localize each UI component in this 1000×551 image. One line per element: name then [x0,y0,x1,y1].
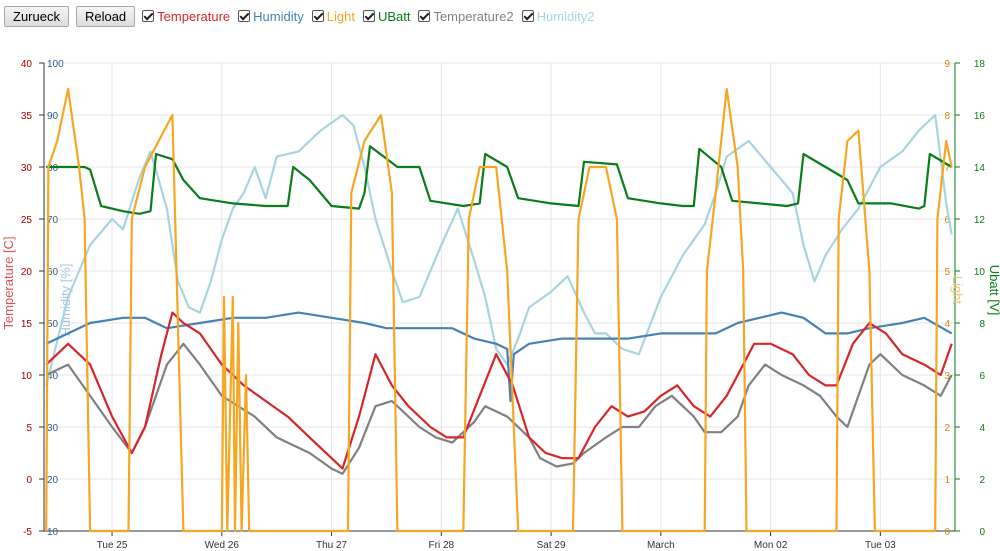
tick-label-ubatt: 18 [974,59,986,70]
tick-label-temperature: -5 [23,527,32,538]
back-button[interactable]: Zurueck [4,5,69,27]
tick-label-ubatt: 6 [979,371,985,382]
toggle-temperature2[interactable]: Temperature2 [418,8,514,24]
tick-label-temperature: 10 [21,371,33,382]
tick-label-ubatt: 12 [974,215,986,226]
tick-label-x: Mon 02 [754,540,788,551]
series-line-light [45,87,953,533]
tick-label-light: 5 [944,267,950,278]
toggle-label: UBatt [377,8,411,24]
tick-label-light: 1 [944,475,950,486]
tick-label-light: 0 [944,527,950,538]
series-line-temperature2 [45,342,953,475]
tick-label-temperature: 0 [26,475,32,486]
tick-label-x: Wed 26 [205,540,240,551]
tick-label-x: Sat 29 [537,540,566,551]
checkbox-icon[interactable] [311,10,324,22]
tick-label-x: March [647,540,675,551]
series-toggles: Temperature Humidity Light UBatt Temperature… [142,9,602,24]
tick-label-light: 2 [944,423,950,434]
toggle-temperature[interactable]: Temperature [142,9,230,24]
tick-label-light: 9 [944,59,950,70]
toggle-light[interactable]: Light [311,8,355,24]
series-line-humidity [45,311,953,403]
tick-label-ubatt: 4 [979,423,985,434]
toggle-humidity2[interactable]: Humidity2 [521,8,595,24]
toggle-label: Light [326,8,355,24]
tick-label-temperature: 30 [21,163,33,174]
tick-label-light: 3 [944,371,950,382]
toolbar: Zurueck Reload Temperature Humidity Light U… [4,5,602,27]
reload-button[interactable]: Reload [75,5,136,27]
tick-label-humidity: 100 [47,59,64,70]
tick-label-light: 6 [944,215,950,226]
tick-label-ubatt: 10 [974,267,986,278]
tick-label-temperature: 35 [21,111,33,122]
checkbox-icon[interactable] [362,10,375,22]
toggle-label: Humidity2 [536,8,595,24]
tick-label-humidity: 30 [47,423,59,434]
checkbox-icon[interactable] [521,10,534,22]
toggle-humidity[interactable]: Humidity [238,9,304,24]
tick-label-temperature: 5 [26,423,32,434]
tick-label-humidity: 20 [47,475,59,486]
tick-label-humidity: 60 [47,267,59,278]
tick-label-x: Tue 03 [865,540,896,551]
tick-label-x: Tue 25 [97,540,128,551]
axis-label-temperature: Temperature [C] [1,236,16,329]
tick-label-light: 8 [944,111,950,122]
tick-label-x: Fri 28 [429,540,455,551]
axis-label-light: Light [950,276,965,305]
checkbox-icon[interactable] [238,10,251,22]
tick-label-humidity: 80 [47,163,59,174]
checkbox-icon[interactable] [142,10,155,22]
tick-label-humidity: 90 [47,111,59,122]
tick-label-temperature: 25 [21,215,33,226]
series-line-temperature [45,311,953,470]
tick-label-temperature: 20 [21,267,33,278]
series-line-humidity2 [45,113,953,386]
toggle-label: Temperature2 [433,8,514,24]
tick-label-temperature: 40 [21,59,33,70]
tick-label-humidity: 50 [47,319,59,330]
tick-label-humidity: 40 [47,371,59,382]
toggle-label: Temperature [157,8,231,24]
tick-label-light: 4 [944,319,950,330]
toggle-ubatt[interactable]: UBatt [362,8,411,24]
tick-label-light: 7 [944,163,950,174]
series-line-ubatt [46,145,953,215]
tick-label-ubatt: 8 [979,319,985,330]
tick-label-ubatt: 16 [974,111,986,122]
tick-label-ubatt: 0 [979,527,985,538]
checkbox-icon[interactable] [418,10,431,22]
toggle-label: Humidity [253,8,304,24]
tick-label-ubatt: 2 [979,475,985,486]
tick-label-ubatt: 14 [974,163,986,174]
tick-label-temperature: 15 [21,319,33,330]
tick-label-humidity: 10 [47,527,59,538]
tick-label-humidity: 70 [47,215,59,226]
tick-label-x: Thu 27 [316,540,348,551]
axis-label-ubatt: Ubatt [V] [987,265,1000,316]
